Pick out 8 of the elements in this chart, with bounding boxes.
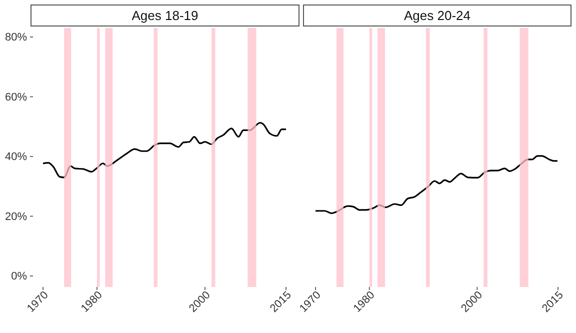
- y-tick-label: 0%: [11, 270, 28, 283]
- chart-title: Ages 20-24: [404, 8, 470, 23]
- y-tick-label: 40%: [4, 151, 28, 164]
- y-tick-label: 20%: [4, 210, 28, 223]
- y-tick-label: 60%: [4, 91, 28, 104]
- line-series: [42, 122, 287, 178]
- chart-title: Ages 18-19: [132, 8, 198, 23]
- y-tick-label: 80%: [4, 32, 28, 44]
